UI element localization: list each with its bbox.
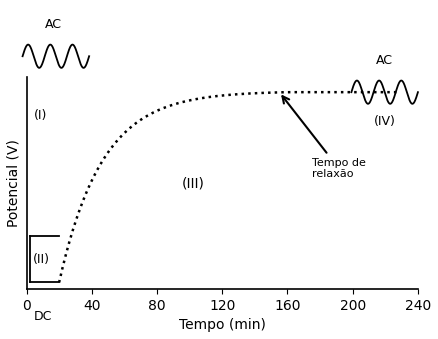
Y-axis label: Potencial (V): Potencial (V) bbox=[7, 139, 21, 227]
Text: (III): (III) bbox=[181, 176, 204, 190]
Text: Tempo de
relaxão: Tempo de relaxão bbox=[283, 96, 366, 179]
Text: DC: DC bbox=[34, 310, 52, 323]
Text: (IV): (IV) bbox=[374, 115, 396, 128]
Text: AC: AC bbox=[46, 18, 62, 31]
Text: (I): (I) bbox=[34, 109, 48, 122]
Text: (II): (II) bbox=[33, 253, 50, 266]
X-axis label: Tempo (min): Tempo (min) bbox=[179, 318, 266, 332]
Text: AC: AC bbox=[376, 54, 393, 67]
